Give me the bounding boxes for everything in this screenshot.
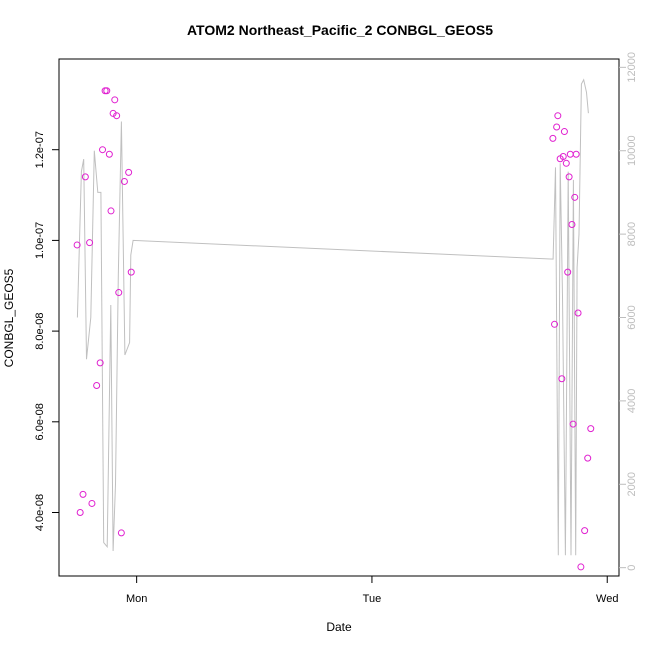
y-axis-label: CONBGL_GEOS5 — [2, 268, 16, 367]
data-point — [560, 128, 568, 136]
data-point — [562, 159, 570, 167]
data-point — [76, 509, 84, 517]
y2-axis-right: 0 2000 4000 6000 8000 10000 12000 — [619, 52, 638, 571]
data-point — [93, 382, 101, 390]
data-point — [88, 499, 96, 507]
data-point — [568, 221, 576, 229]
y2-tick-label: 12000 — [626, 52, 638, 83]
data-point — [109, 109, 117, 117]
y2-tick-label: 10000 — [626, 135, 638, 166]
y-tick-label: 1.2e-07 — [34, 131, 46, 168]
data-point — [577, 563, 585, 571]
x-tick-label: Tue — [363, 593, 382, 605]
data-point — [96, 359, 104, 367]
y2-tick-label: 8000 — [626, 222, 638, 246]
data-point — [86, 239, 94, 247]
data-point — [551, 320, 559, 328]
data-point — [572, 150, 580, 158]
data-point — [553, 123, 561, 131]
scatter-series — [73, 87, 595, 571]
data-point — [571, 193, 579, 201]
data-point — [113, 112, 121, 120]
y2-tick-label: 0 — [626, 565, 638, 571]
y-tick-label: 4.0e-08 — [34, 494, 46, 531]
x-axis: Mon Tue Wed — [126, 576, 618, 605]
x-axis-label: Date — [326, 620, 352, 634]
data-point — [549, 134, 557, 142]
data-point — [581, 527, 589, 535]
data-point — [127, 268, 135, 276]
y-tick-label: 6.0e-08 — [34, 403, 46, 440]
data-point — [569, 420, 577, 428]
data-point — [79, 490, 87, 498]
plot-frame — [58, 58, 620, 577]
data-point — [574, 309, 582, 317]
y2-tick-label: 6000 — [626, 305, 638, 329]
data-point — [115, 289, 123, 297]
data-point — [81, 173, 89, 181]
y2-tick-label: 2000 — [626, 472, 638, 496]
series-line — [76, 78, 589, 556]
data-point — [73, 241, 81, 249]
y2-tick-label: 4000 — [626, 389, 638, 413]
data-point — [103, 87, 111, 95]
data-point — [558, 375, 566, 383]
data-point — [99, 146, 107, 154]
data-point — [564, 268, 572, 276]
y-tick-label: 8.0e-08 — [34, 312, 46, 349]
data-point — [565, 173, 573, 181]
data-point — [120, 177, 128, 185]
data-point — [111, 96, 119, 104]
data-point — [117, 529, 125, 537]
y-tick-label: 1.0e-07 — [34, 222, 46, 259]
data-point — [566, 150, 574, 158]
y-axis: 4.0e-08 6.0e-08 8.0e-08 1.0e-07 1.2e-07 — [34, 131, 59, 531]
data-point — [125, 168, 133, 176]
data-point — [105, 150, 113, 158]
data-point — [587, 425, 595, 433]
x-tick-label: Mon — [126, 593, 147, 605]
data-point — [554, 112, 562, 120]
data-point — [559, 153, 567, 161]
x-tick-label: Wed — [596, 593, 618, 605]
data-point — [107, 207, 115, 215]
line-series — [76, 78, 589, 556]
data-point — [584, 454, 592, 462]
chart-title: ATOM2 Northeast_Pacific_2 CONBGL_GEOS5 — [187, 22, 493, 38]
